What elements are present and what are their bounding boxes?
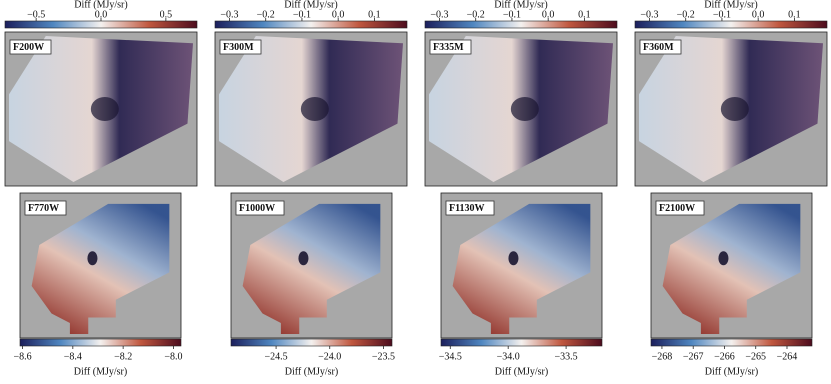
filter-label: F770W [28, 203, 59, 214]
colorbar [650, 338, 813, 347]
source-core [510, 97, 539, 121]
filter-label-box [24, 200, 67, 216]
colorbar-tick-label: −33.5 [555, 351, 578, 362]
colorbar-tick-label: −267 [683, 351, 704, 362]
colorbar-tick-label: 0.0 [542, 9, 555, 20]
colorbar-tick-label: −0.3 [430, 9, 448, 20]
source-core [508, 251, 519, 266]
colorbar-tick-label: −0.2 [677, 9, 695, 20]
difference-map [662, 203, 801, 334]
filter-label: F1130W [449, 203, 485, 214]
colorbar [4, 20, 198, 29]
colorbar-label: Diff (MJy/sr) [285, 366, 338, 377]
colorbar-tick-label: 0.1 [788, 9, 801, 20]
colorbar-tick-label: −34.5 [439, 351, 462, 362]
colorbar-tick-label: 0.0 [95, 9, 108, 20]
colorbar-tick-label: −8.4 [64, 351, 82, 362]
colorbar-tick-label: −8.6 [13, 351, 31, 362]
source-core [90, 97, 119, 121]
filter-label-box [445, 200, 495, 216]
colorbar [440, 338, 603, 347]
colorbar-tick-label: −0.2 [467, 9, 485, 20]
source-core [720, 97, 749, 121]
filter-label-box [655, 200, 705, 216]
colorbar-label: Diff (MJy/sr) [494, 0, 547, 10]
difference-map [242, 203, 381, 334]
colorbar-tick-label: −0.1 [503, 9, 521, 20]
colorbar [214, 20, 408, 29]
colorbar-label: Diff (MJy/sr) [495, 366, 548, 377]
colorbar-label: Diff (MJy/sr) [284, 0, 337, 10]
colorbar-tick-label: −0.1 [293, 9, 311, 20]
colorbar-label: Diff (MJy/sr) [704, 0, 757, 10]
colorbar-tick-label: −24.0 [318, 351, 341, 362]
colorbar-tick-label: −8.2 [114, 351, 132, 362]
difference-map [31, 203, 170, 334]
colorbar-tick-label: −266 [714, 351, 735, 362]
colorbar-tick-label: −23.5 [372, 351, 395, 362]
filter-label: F2100W [659, 203, 695, 214]
colorbar-tick-label: −8.0 [164, 351, 182, 362]
colorbar-label: Diff (MJy/sr) [705, 366, 758, 377]
colorbar-tick-label: −24.5 [265, 351, 288, 362]
colorbar-tick-label: 0.5 [160, 9, 173, 20]
filter-label-box [219, 39, 262, 55]
colorbar-tick-label: −0.3 [640, 9, 658, 20]
source-core [718, 251, 729, 266]
colorbar-tick-label: −268 [652, 351, 673, 362]
filter-label-box [429, 39, 472, 55]
colorbar-tick-label: −0.1 [713, 9, 731, 20]
colorbar [19, 338, 182, 347]
colorbar [634, 20, 828, 29]
colorbar [424, 20, 618, 29]
colorbar-tick-label: −0.3 [220, 9, 238, 20]
filter-label: F300M [223, 42, 254, 53]
colorbar-tick-label: −0.5 [27, 9, 45, 20]
colorbar-tick-label: −264 [777, 351, 798, 362]
filter-label: F200W [13, 42, 44, 53]
colorbar-tick-label: 0.1 [578, 9, 591, 20]
colorbar-tick-label: −0.2 [257, 9, 275, 20]
colorbar-tick-label: 0.1 [368, 9, 381, 20]
filter-label: F1000W [239, 203, 275, 214]
filter-label-box [639, 39, 682, 55]
filter-label-box [235, 200, 285, 216]
colorbar-label: Diff (MJy/sr) [74, 0, 127, 10]
colorbar-tick-label: −265 [745, 351, 766, 362]
filter-label: F360M [643, 42, 674, 53]
colorbar-label: Diff (MJy/sr) [74, 366, 127, 377]
source-core [87, 251, 98, 266]
colorbar-tick-label: −34.0 [497, 351, 520, 362]
colorbar [230, 338, 393, 347]
filter-label-box [9, 39, 52, 55]
colorbar-tick-label: 0.0 [752, 9, 765, 20]
source-core [298, 251, 309, 266]
filter-label: F335M [433, 42, 464, 53]
difference-map [452, 203, 591, 334]
source-core [300, 97, 329, 121]
colorbar-tick-label: 0.0 [332, 9, 345, 20]
